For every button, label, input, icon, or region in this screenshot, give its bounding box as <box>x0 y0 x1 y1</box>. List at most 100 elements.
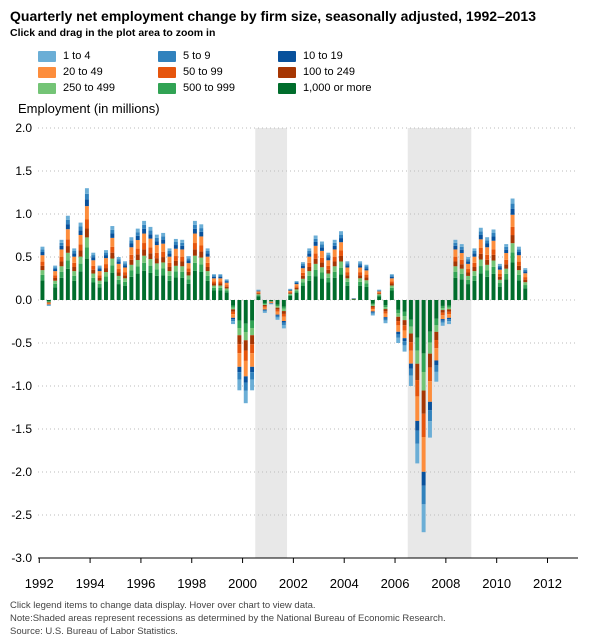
bar-segment <box>421 371 426 391</box>
legend-item-10-to-19[interactable]: 10 to 19 <box>278 50 343 62</box>
bar-segment <box>459 246 464 250</box>
bar-segment <box>205 256 210 263</box>
bar-segment <box>383 300 388 306</box>
bar-segment <box>516 261 521 266</box>
bar-segment <box>186 263 191 269</box>
bar-segment <box>91 269 96 274</box>
bar-segment <box>294 289 299 292</box>
bar-segment <box>320 250 324 258</box>
bar-segment <box>294 291 299 293</box>
bar-segment <box>510 208 515 215</box>
legend-swatch <box>158 50 176 62</box>
bar-segment <box>345 263 350 266</box>
bar-segment <box>478 266 483 274</box>
bar-segment <box>180 271 185 278</box>
bar-segment <box>161 257 166 263</box>
bar-segment <box>154 269 159 276</box>
bar-segment <box>383 320 388 324</box>
bar-segment <box>186 256 191 259</box>
bar-segment <box>339 242 344 251</box>
legend-label: 20 to 49 <box>63 66 103 78</box>
bar-segment <box>389 290 394 300</box>
bar-segment <box>453 266 458 272</box>
bar-segment <box>104 250 108 253</box>
bar-segment <box>186 275 191 280</box>
bar-segment <box>497 273 502 277</box>
legend-item-1-to-4[interactable]: 1 to 4 <box>38 50 91 62</box>
recession-band <box>255 128 288 558</box>
bar-segment <box>78 263 83 272</box>
bar-segment <box>377 294 382 296</box>
bar-segment <box>97 267 102 270</box>
bar-segment <box>84 237 89 248</box>
legend-item-1000-or-more[interactable]: 1,000 or more <box>278 82 371 94</box>
bar-segment <box>485 240 490 244</box>
bar-segment <box>97 271 102 276</box>
x-tick-label: 2010 <box>482 576 511 591</box>
bar-segment <box>154 237 159 242</box>
bar-segment <box>167 253 172 257</box>
bar-segment <box>275 311 280 315</box>
bar-segment <box>523 282 528 286</box>
bar-segment <box>231 309 236 312</box>
bar-segment <box>288 293 293 295</box>
bar-segment <box>218 290 223 300</box>
bar-segment <box>275 315 280 318</box>
footnote-recession-note: Note:Shaded areas represent recessions a… <box>10 613 446 624</box>
bar-segment <box>231 305 236 308</box>
bar-segment <box>307 262 312 267</box>
bar-segment <box>364 283 369 287</box>
y-tick-label: -1.0 <box>11 379 32 393</box>
bar-segment <box>53 269 58 272</box>
bar-segment <box>421 436 426 472</box>
bar-segment <box>377 292 382 294</box>
bar-segment <box>478 273 483 300</box>
bar-segment <box>256 294 261 296</box>
bar-segment <box>453 277 458 300</box>
bar-segment <box>142 262 147 271</box>
bar-segment <box>491 236 496 241</box>
legend-item-20-to-49[interactable]: 20 to 49 <box>38 66 103 78</box>
bar-segment <box>65 252 70 261</box>
bar-segment <box>440 305 445 308</box>
legend-swatch <box>158 66 176 78</box>
bar-segment <box>59 266 64 272</box>
bar-segment <box>237 327 242 336</box>
bar-segment <box>491 240 496 250</box>
bar-segment <box>300 265 305 269</box>
bar-segment <box>123 267 128 273</box>
bar-segment <box>300 268 305 273</box>
bar-segment <box>59 245 64 250</box>
bar-segment <box>161 236 166 240</box>
bar-segment <box>110 226 115 230</box>
bar-segment <box>345 281 350 286</box>
legend-item-50-to-99[interactable]: 50 to 99 <box>158 66 223 78</box>
bar-segment <box>262 302 267 304</box>
bar-segment <box>440 315 445 320</box>
bar-segment <box>167 262 172 267</box>
bar-segment <box>250 327 255 336</box>
bar-segment <box>65 268 70 300</box>
bar-segment <box>129 240 134 244</box>
legend-item-5-to-9[interactable]: 5 to 9 <box>158 50 211 62</box>
bar-segment <box>148 238 153 248</box>
bar-segment <box>523 277 528 280</box>
bar-segment <box>135 240 140 249</box>
bar-segment <box>262 303 267 306</box>
bar-segment <box>491 266 496 274</box>
legend-item-500-to-999[interactable]: 500 to 999 <box>158 82 235 94</box>
bar-segment <box>428 342 432 354</box>
footnote-interaction: Click legend items to change data displa… <box>10 600 316 611</box>
legend-item-100-to-249[interactable]: 100 to 249 <box>278 66 355 78</box>
bar-segment <box>104 255 108 259</box>
bar-segment <box>294 282 299 283</box>
legend-label: 1,000 or more <box>303 82 372 94</box>
bar-segment <box>84 219 89 229</box>
bar-segment <box>218 283 223 286</box>
bar-segment <box>237 344 242 354</box>
bar-segment <box>294 292 299 300</box>
bar-segment <box>377 293 382 295</box>
bar-segment <box>167 250 172 254</box>
legend-item-250-to-499[interactable]: 250 to 499 <box>38 82 115 94</box>
